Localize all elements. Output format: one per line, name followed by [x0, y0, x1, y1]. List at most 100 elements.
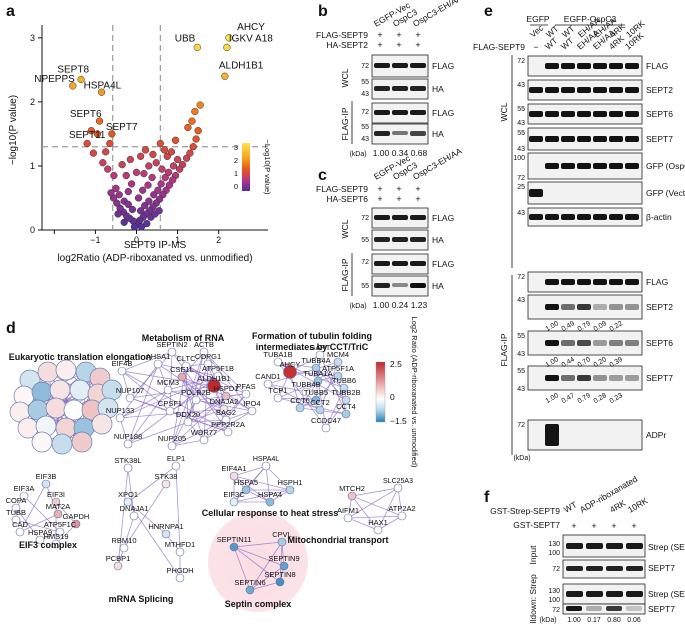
node-label: CCDC47	[311, 416, 341, 425]
blot-band	[593, 63, 607, 69]
blot-label: HA	[432, 129, 444, 139]
network-edge	[347, 487, 399, 519]
node-label: SEPTIN9	[268, 554, 299, 563]
node-label: MAT2A	[46, 502, 70, 511]
interaction-network: SEPTIN2 ACTB AHSA1 COPG1 EIF4B CLTC ATP5F1B CSE…	[6, 340, 416, 595]
pm-sign: +	[396, 40, 401, 50]
node-label: HSPA4	[258, 490, 282, 499]
network-edge	[325, 399, 347, 429]
network-edge	[277, 361, 317, 369]
row-label: GST-SEPT7	[513, 520, 560, 530]
network-edge	[171, 439, 205, 447]
network-edge	[19, 483, 47, 533]
network-node	[35, 535, 45, 545]
network-edge	[181, 376, 197, 401]
scatter-point	[225, 34, 233, 42]
cluster-title: Eukaryotic translation elongation	[9, 352, 152, 362]
network-node	[341, 409, 351, 419]
row-label: FLAG-SEPT9	[316, 30, 368, 40]
point-label: SEPT8	[57, 64, 89, 75]
network-edge	[171, 351, 229, 433]
network-edge	[127, 363, 159, 445]
node-label: PCBP1	[106, 554, 131, 563]
quant-value: 0.47	[561, 392, 576, 405]
node-label: MTHFD1	[165, 540, 195, 549]
network-edge	[277, 397, 347, 415]
pm-sign: +	[377, 194, 382, 204]
network-edge	[249, 541, 283, 591]
node-label: TUBA1B	[263, 350, 292, 359]
network-node	[129, 511, 139, 521]
network-edge	[319, 354, 347, 415]
network-edge	[129, 385, 215, 399]
cluster-title: Formation of tubulin folding intermediate…	[252, 331, 372, 352]
network-node	[213, 371, 223, 381]
network-node	[229, 497, 239, 507]
point-label: IGKV A18	[229, 33, 273, 44]
blot-band	[593, 214, 607, 220]
x-tick-label: 1	[175, 235, 180, 245]
node-label: ATP5F1A	[322, 364, 354, 373]
node-label: BAG2	[216, 408, 236, 417]
network-node	[347, 491, 357, 501]
network-node	[241, 485, 251, 495]
scatter-point	[193, 43, 201, 52]
blot-band	[529, 111, 543, 117]
scatter-point	[171, 136, 180, 144]
node-label: NUP107	[116, 386, 144, 395]
y-tick-label: 2	[30, 97, 35, 107]
network-node	[163, 385, 173, 395]
blot-label: SEPT7	[646, 134, 673, 144]
network-node	[11, 515, 21, 525]
network-edge	[233, 475, 291, 491]
node-label: MTCH2	[339, 484, 365, 493]
pm-sign: +	[591, 521, 596, 531]
network-edge	[225, 393, 247, 421]
network-node	[311, 395, 321, 405]
mw-marker: 55	[361, 283, 369, 290]
blot-band	[609, 87, 623, 93]
node-label: XPO1	[118, 490, 138, 499]
node-label: NUP188	[114, 432, 142, 441]
scatter-point	[223, 43, 231, 52]
network-edge	[233, 546, 251, 591]
network-node	[37, 361, 59, 383]
point-label: SEPT7	[106, 122, 138, 133]
blot-band	[625, 63, 639, 69]
blot-band	[593, 304, 607, 310]
network-node	[321, 423, 331, 433]
pm-sign: +	[415, 40, 420, 50]
blot-label: SEPT2	[646, 302, 673, 312]
mw-marker: 100	[548, 597, 560, 604]
network-node	[51, 539, 61, 549]
lane-label: WT	[562, 499, 578, 514]
quant-value: 0.24	[392, 300, 409, 310]
node-label: STK38L	[114, 456, 141, 465]
node-label: PPP2R2A	[211, 420, 245, 429]
scatter-point	[163, 152, 171, 160]
network-node	[275, 577, 285, 587]
mw-marker: 43	[517, 297, 525, 304]
scatter-point	[145, 197, 153, 205]
network-node	[339, 383, 349, 393]
blot-label: SEPT2	[646, 85, 673, 95]
blot-label: FLAG	[432, 259, 454, 269]
mw-marker: 72	[517, 175, 525, 182]
panel-label-e: e	[484, 3, 493, 20]
network-node	[11, 503, 21, 513]
scatter-point	[143, 219, 151, 228]
pm-sign: +	[377, 30, 382, 40]
mw-marker: 100	[513, 155, 525, 162]
node-label: TUBA1A	[303, 369, 332, 378]
blot-label: ADPr	[646, 430, 666, 440]
node-label: CSE1L	[170, 365, 194, 374]
blot-band	[626, 606, 642, 611]
blot-band	[545, 340, 559, 346]
scatter-point	[169, 162, 178, 170]
node-label: HAX1	[368, 518, 388, 527]
scatter-point	[157, 180, 165, 188]
blot-label: Strep (SEPT9)	[648, 589, 685, 599]
network-edge	[117, 515, 135, 567]
quant-value: 1.23	[411, 300, 428, 310]
pm-sign: +	[377, 40, 382, 50]
